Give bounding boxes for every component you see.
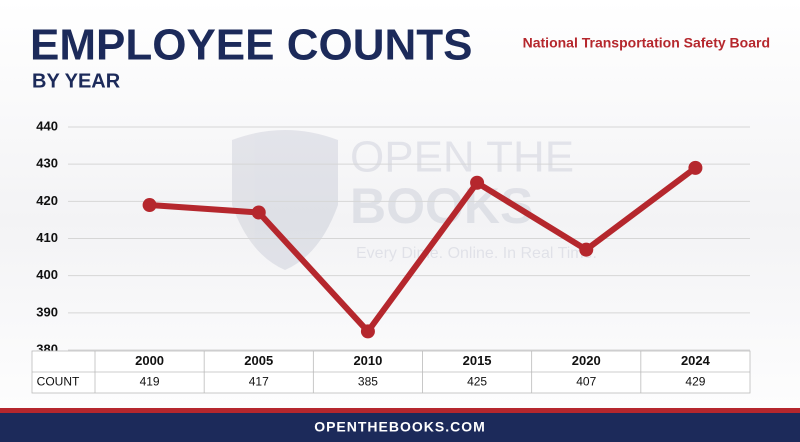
watermark: OPEN THE BOOKS Every Dime. Online. In Re… bbox=[232, 130, 597, 270]
chart-title: EMPLOYEE COUNTS bbox=[30, 21, 473, 70]
watermark-tagline: Every Dime. Online. In Real Time. bbox=[356, 245, 597, 262]
source-label: National Transportation Safety Board bbox=[523, 35, 770, 51]
data-point bbox=[470, 175, 485, 190]
data-point bbox=[142, 198, 157, 213]
x-tick-label: 2005 bbox=[244, 353, 273, 368]
x-tick-label: 2010 bbox=[353, 353, 382, 368]
y-tick-label: 410 bbox=[36, 230, 58, 245]
table-value: 417 bbox=[249, 375, 269, 389]
table-value: 425 bbox=[467, 375, 487, 389]
footer-stripe bbox=[0, 408, 800, 413]
line-series bbox=[149, 165, 698, 335]
watermark-text: BOOKS bbox=[350, 178, 533, 234]
watermark-shield bbox=[232, 130, 338, 270]
data-point bbox=[688, 160, 703, 175]
footer-bar bbox=[0, 413, 800, 442]
table-value: 385 bbox=[358, 375, 378, 389]
x-tick-label: 2020 bbox=[572, 353, 601, 368]
data-point bbox=[579, 242, 594, 257]
y-tick-label: 420 bbox=[36, 193, 58, 208]
x-tick-label: 2024 bbox=[681, 353, 711, 368]
y-tick-label: 390 bbox=[36, 304, 58, 319]
y-tick-label: 440 bbox=[36, 118, 58, 133]
table-value: 419 bbox=[140, 375, 160, 389]
y-tick-label: 430 bbox=[36, 156, 58, 171]
data-point bbox=[360, 324, 375, 339]
data-point bbox=[251, 205, 266, 220]
chart-subtitle: BY YEAR bbox=[32, 70, 121, 92]
footer-text: OPENTHEBOOKS.COM bbox=[314, 419, 486, 435]
x-tick-label: 2000 bbox=[135, 353, 164, 368]
y-tick-label: 400 bbox=[36, 267, 58, 282]
watermark-text: OPEN THE bbox=[350, 133, 574, 182]
table-row-label: COUNT bbox=[37, 375, 80, 389]
table-value: 429 bbox=[685, 375, 705, 389]
x-tick-label: 2015 bbox=[463, 353, 492, 368]
table-value: 407 bbox=[576, 375, 596, 389]
